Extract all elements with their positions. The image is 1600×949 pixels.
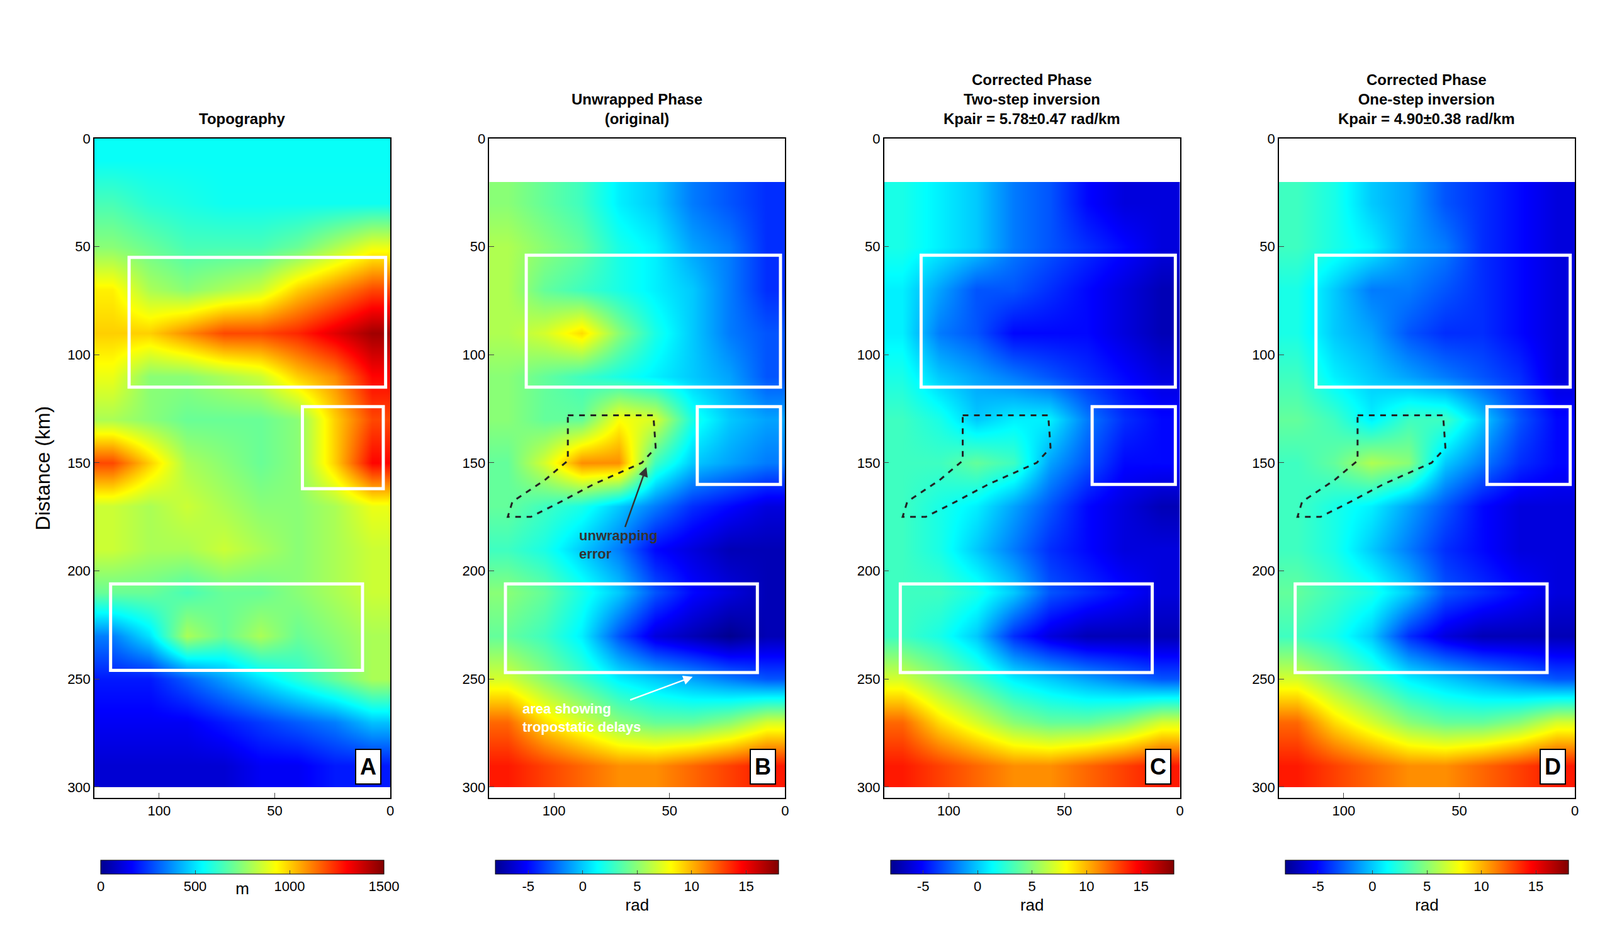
svg-text:rad: rad: [1414, 895, 1439, 914]
svg-text:200: 200: [461, 562, 486, 579]
svg-text:5: 5: [1423, 878, 1431, 894]
svg-text:15: 15: [1133, 878, 1149, 894]
svg-text:150: 150: [67, 455, 91, 471]
svg-text:300: 300: [1251, 779, 1276, 795]
svg-text:m: m: [235, 878, 250, 898]
svg-text:200: 200: [67, 562, 91, 579]
svg-text:15: 15: [738, 878, 754, 894]
svg-text:Corrected PhaseTwo-step invers: Corrected PhaseTwo-step inversionKpair =…: [943, 71, 1121, 128]
svg-text:300: 300: [461, 779, 486, 795]
svg-text:unwrappingerror: unwrappingerror: [579, 527, 658, 562]
svg-text:area showingtropostatic delays: area showingtropostatic delays: [522, 700, 641, 735]
svg-text:0: 0: [386, 802, 395, 819]
svg-text:500: 500: [183, 878, 208, 894]
svg-text:rad: rad: [625, 895, 650, 914]
svg-text:100: 100: [857, 346, 881, 363]
svg-text:B: B: [754, 753, 772, 780]
svg-text:1000: 1000: [274, 878, 306, 894]
svg-text:200: 200: [1251, 562, 1276, 579]
svg-text:150: 150: [461, 455, 486, 471]
svg-text:Corrected PhaseOne-step invers: Corrected PhaseOne-step inversionKpair =…: [1338, 71, 1516, 128]
svg-text:100: 100: [67, 346, 91, 363]
svg-text:300: 300: [857, 779, 881, 795]
svg-text:300: 300: [67, 779, 91, 795]
svg-text:0: 0: [83, 130, 91, 147]
svg-text:C: C: [1149, 753, 1167, 780]
svg-text:10: 10: [1078, 878, 1094, 894]
svg-text:100: 100: [1331, 802, 1356, 819]
svg-text:0: 0: [973, 878, 982, 894]
svg-text:100: 100: [147, 802, 171, 819]
svg-text:10: 10: [684, 878, 700, 894]
svg-text:5: 5: [633, 878, 641, 894]
svg-text:1500: 1500: [368, 878, 400, 894]
svg-text:-5: -5: [917, 878, 930, 894]
svg-text:0: 0: [1267, 130, 1276, 147]
svg-text:50: 50: [74, 238, 91, 255]
svg-text:100: 100: [1251, 346, 1276, 363]
svg-text:150: 150: [857, 455, 881, 471]
svg-text:100: 100: [937, 802, 961, 819]
svg-text:0: 0: [872, 130, 880, 147]
svg-text:100: 100: [461, 346, 486, 363]
svg-text:50: 50: [662, 802, 678, 819]
svg-text:250: 250: [67, 670, 91, 687]
svg-text:50: 50: [1259, 238, 1275, 255]
svg-text:15: 15: [1528, 878, 1544, 894]
svg-text:50: 50: [1056, 802, 1072, 819]
svg-text:0: 0: [1176, 802, 1184, 819]
svg-text:rad: rad: [1020, 895, 1045, 914]
svg-text:0: 0: [1571, 802, 1579, 819]
svg-text:0: 0: [477, 130, 486, 147]
svg-text:-5: -5: [521, 878, 535, 894]
svg-text:Topography: Topography: [198, 110, 286, 128]
svg-text:10: 10: [1473, 878, 1489, 894]
svg-text:50: 50: [470, 238, 486, 255]
svg-text:200: 200: [857, 562, 881, 579]
svg-text:-5: -5: [1311, 878, 1325, 894]
svg-text:D: D: [1544, 753, 1561, 780]
svg-text:Distance (km): Distance (km): [31, 405, 55, 530]
svg-text:250: 250: [857, 670, 881, 687]
svg-text:A: A: [360, 753, 377, 780]
svg-text:0: 0: [579, 878, 587, 894]
svg-text:5: 5: [1028, 878, 1037, 894]
svg-text:250: 250: [1251, 670, 1276, 687]
svg-text:0: 0: [96, 878, 105, 894]
svg-text:150: 150: [1251, 455, 1276, 471]
svg-text:0: 0: [781, 802, 789, 819]
svg-text:50: 50: [864, 238, 880, 255]
svg-text:100: 100: [542, 802, 566, 819]
svg-text:50: 50: [266, 802, 282, 819]
svg-text:50: 50: [1451, 802, 1467, 819]
svg-text:Unwrapped Phase(original): Unwrapped Phase(original): [571, 90, 703, 128]
svg-text:250: 250: [461, 670, 486, 687]
svg-text:0: 0: [1368, 878, 1376, 894]
